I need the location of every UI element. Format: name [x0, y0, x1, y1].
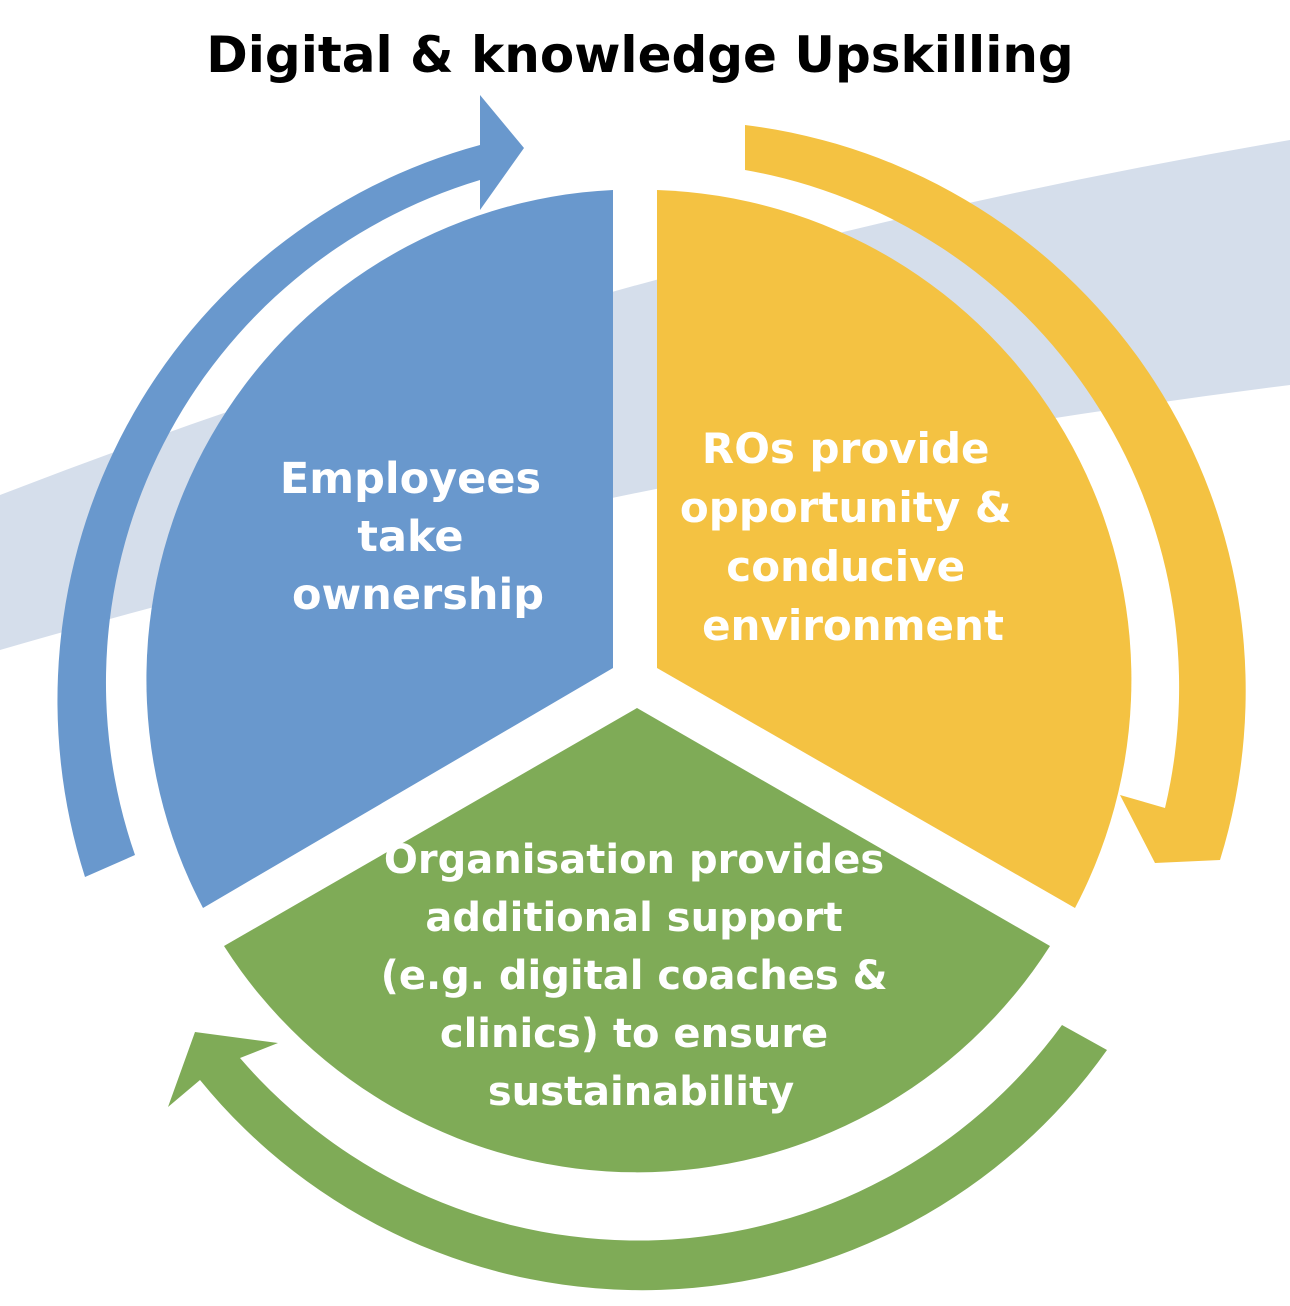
diagram-title: Digital & knowledge Upskilling — [206, 26, 1073, 84]
segment-ros — [657, 190, 1132, 908]
organisation-line-4: clinics) to ensure — [440, 1011, 828, 1057]
organisation-line-5: sustainability — [488, 1069, 794, 1115]
ros-line-4: environment — [702, 601, 1004, 650]
employees-label: Employees take ownership — [280, 454, 556, 620]
curved-arrow-down-icon — [745, 125, 1246, 863]
employees-line-2: take — [357, 512, 463, 562]
organisation-line-1: Organisation provides — [384, 837, 884, 883]
ros-line-2: opportunity & — [680, 483, 1012, 532]
organisation-label: Organisation provides additional support… — [381, 837, 902, 1115]
ros-line-1: ROs provide — [702, 424, 990, 473]
ros-label: ROs provide opportunity & conducive envi… — [680, 424, 1026, 650]
curved-arrow-left-icon — [168, 1025, 1107, 1291]
organisation-line-2: additional support — [425, 895, 842, 941]
segment-employees — [146, 190, 613, 908]
employees-line-3: ownership — [292, 570, 544, 620]
ros-line-3: conducive — [726, 542, 965, 591]
curved-arrow-right-icon — [57, 95, 525, 877]
organisation-line-3: (e.g. digital coaches & — [381, 953, 888, 999]
segment-organisation — [224, 708, 1050, 1173]
employees-line-1: Employees — [280, 454, 541, 504]
